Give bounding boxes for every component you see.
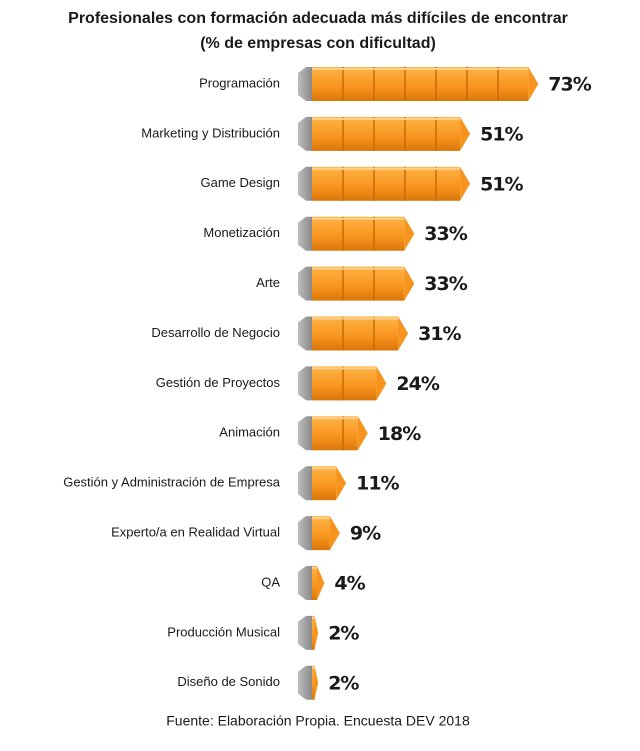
y-tick-label: Producción Musical: [167, 624, 280, 639]
bar-tip: [314, 665, 319, 700]
chart-subtitle: (% de empresas con dificultad): [200, 35, 436, 52]
y-tick-label: Marketing y Distribución: [141, 125, 280, 140]
y-tick-label: Animación: [219, 425, 280, 440]
bar-tip: [398, 316, 409, 351]
bar-tip: [336, 466, 347, 501]
value-label: 33%: [424, 223, 467, 245]
value-label: 73%: [548, 74, 591, 96]
value-label: 11%: [356, 473, 399, 495]
bar: [312, 665, 315, 700]
bar: [312, 67, 529, 101]
value-label: 51%: [480, 173, 523, 195]
bar-cap: [298, 566, 312, 600]
value-label: 24%: [396, 373, 439, 395]
bar-tip: [357, 416, 368, 451]
value-label: 9%: [350, 523, 381, 545]
bar: [312, 166, 461, 201]
y-tick-label: Experto/a en Realidad Virtual: [111, 525, 280, 540]
value-label: 4%: [334, 573, 365, 595]
bar-cap: [298, 416, 312, 451]
bar-tip: [460, 116, 471, 151]
bar-tip: [314, 615, 319, 650]
bar: [312, 216, 405, 251]
y-tick-label: Monetización: [203, 225, 280, 240]
bar: [312, 116, 461, 151]
value-label: 18%: [378, 423, 421, 445]
value-label: 33%: [424, 273, 467, 295]
bar-cap: [298, 166, 312, 201]
bar-cap: [298, 316, 312, 351]
y-tick-label: Desarrollo de Negocio: [151, 325, 280, 340]
bar-cap: [298, 665, 312, 700]
y-tick-label: QA: [261, 574, 280, 589]
bar: [312, 566, 317, 600]
bar-cap: [298, 216, 312, 251]
bar-tip: [404, 266, 415, 301]
bar-cap: [298, 266, 312, 301]
bar-tip: [460, 166, 471, 201]
bar-cap: [298, 516, 312, 551]
bar-tip: [329, 516, 340, 551]
value-label: 2%: [328, 622, 359, 644]
value-label: 31%: [418, 323, 461, 345]
bar: [312, 366, 377, 401]
y-tick-label: Game Design: [201, 175, 280, 190]
y-tick-label: Gestión de Proyectos: [156, 375, 281, 390]
y-tick-label: Programación: [199, 75, 280, 90]
bar-tip: [404, 216, 415, 251]
y-tick-label: Arte: [256, 275, 280, 290]
bar-tip: [528, 67, 539, 101]
bar: [312, 466, 337, 501]
bar-tip: [316, 566, 325, 600]
bar-cap: [298, 67, 312, 101]
bar: [312, 416, 358, 451]
y-tick-label: Gestión y Administración de Empresa: [63, 475, 281, 490]
bar-cap: [298, 116, 312, 151]
value-label: 51%: [480, 123, 523, 145]
bar-cap: [298, 466, 312, 501]
bar-cap: [298, 366, 312, 401]
y-tick-label: Diseño de Sonido: [177, 674, 280, 689]
bar-tip: [376, 366, 387, 401]
source-note: Fuente: Elaboración Propia. Encuesta DEV…: [166, 713, 470, 729]
value-label: 2%: [328, 672, 359, 694]
chart-title: Profesionales con formación adecuada más…: [68, 10, 568, 27]
bar: [312, 516, 330, 551]
bar: [312, 316, 399, 351]
bar: [312, 266, 405, 301]
bar: [312, 615, 315, 650]
bar-cap: [298, 615, 312, 650]
